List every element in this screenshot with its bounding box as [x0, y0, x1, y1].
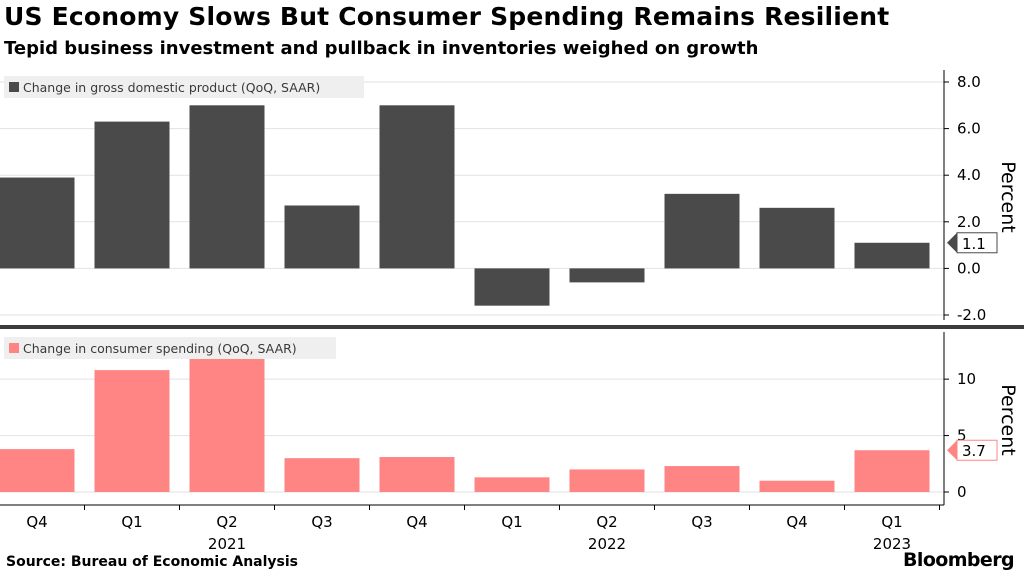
- x-quarter-label: Q3: [311, 513, 332, 531]
- spending-bar: [759, 480, 835, 492]
- source-note: Source: Bureau of Economic Analysis: [6, 554, 299, 570]
- x-axis: Q4 Q1 Q2 Q3 Q4 Q1 Q2 Q3 Q4 Q1 2021 2022 2023: [0, 504, 944, 553]
- gdp-bar: [569, 268, 645, 283]
- x-axis-quarter-labels: Q4 Q1 Q2 Q3 Q4 Q1 Q2 Q3 Q4 Q1: [26, 513, 902, 531]
- gdp-y-axis-label: Percent: [997, 161, 1019, 233]
- gdp-bar: [94, 121, 170, 269]
- spending-y-axis-label: Percent: [997, 384, 1019, 456]
- x-quarter-label: Q2: [216, 513, 237, 531]
- gdp-y-tick-label: 0.0: [957, 259, 981, 277]
- chart-subtitle: Tepid business investment and pullback i…: [4, 38, 759, 59]
- gdp-last-value-callout: 1.1: [947, 232, 998, 254]
- gdp-panel: Change in gross domestic product (QoQ, S…: [0, 70, 1019, 324]
- gdp-y-tick-label: 2.0: [957, 213, 981, 231]
- gdp-y-tick-label: 8.0: [957, 73, 981, 91]
- spending-y-tick-label: 5: [957, 427, 967, 445]
- chart-title: US Economy Slows But Consumer Spending R…: [4, 2, 890, 31]
- gdp-y-ticks: 8.0 6.0 4.0 2.0 0.0 -2.0: [944, 73, 986, 324]
- x-year-label: 2022: [588, 535, 626, 553]
- x-quarter-label: Q1: [121, 513, 142, 531]
- spending-bar: [94, 370, 170, 492]
- gdp-last-value-marker: [947, 232, 957, 253]
- spending-y-ticks: 10 5 0: [944, 370, 976, 501]
- spending-bar: [189, 355, 265, 492]
- x-axis-year-labels: 2021 2022 2023: [208, 535, 911, 553]
- spending-bar: [379, 457, 455, 492]
- gdp-bar: [664, 193, 740, 269]
- x-year-label: 2023: [873, 535, 911, 553]
- x-axis-ticks: [84, 505, 940, 510]
- spending-last-value-callout: 3.7: [947, 439, 998, 461]
- gdp-bar: [854, 242, 930, 269]
- x-quarter-label: Q4: [26, 513, 47, 531]
- x-quarter-label: Q2: [596, 513, 617, 531]
- spending-y-tick-label: 10: [957, 370, 976, 388]
- spending-bar: [854, 450, 930, 492]
- spending-legend-label: Change in consumer spending (QoQ, SAAR): [23, 341, 297, 356]
- spending-y-tick-label: 0: [957, 483, 967, 501]
- spending-legend-box: [4, 337, 336, 359]
- x-year-label: 2021: [208, 535, 246, 553]
- gdp-y-tick-label: 6.0: [957, 120, 981, 138]
- gdp-last-value-box: [956, 232, 998, 254]
- spending-bars: [0, 355, 930, 492]
- x-quarter-label: Q1: [881, 513, 902, 531]
- gdp-bars: [0, 105, 930, 306]
- spending-bar: [0, 449, 75, 492]
- spending-bar: [284, 458, 360, 492]
- spending-bar: [664, 466, 740, 492]
- spending-legend: Change in consumer spending (QoQ, SAAR): [4, 337, 336, 359]
- spending-bar: [569, 469, 645, 492]
- gdp-legend: Change in gross domestic product (QoQ, S…: [4, 76, 364, 98]
- bloomberg-logo: Bloomberg: [903, 549, 1015, 571]
- gdp-bar: [0, 177, 75, 269]
- spending-panel: Change in consumer spending (QoQ, SAAR) …: [0, 332, 1019, 505]
- spending-last-value-box: [956, 439, 998, 461]
- gdp-bar: [474, 268, 550, 306]
- gdp-bar: [189, 105, 265, 269]
- x-quarter-label: Q3: [691, 513, 712, 531]
- gdp-bar: [379, 105, 455, 269]
- spending-last-value-label: 3.7: [962, 442, 986, 460]
- x-quarter-label: Q4: [406, 513, 427, 531]
- gdp-last-value-label: 1.1: [962, 235, 986, 253]
- spending-legend-swatch: [9, 343, 19, 353]
- spending-bar: [474, 477, 550, 492]
- gdp-bar: [284, 205, 360, 269]
- gdp-y-tick-label: -2.0: [957, 306, 986, 324]
- gdp-y-tick-label: 4.0: [957, 166, 981, 184]
- x-quarter-label: Q1: [501, 513, 522, 531]
- gdp-legend-box: [4, 76, 364, 98]
- gdp-legend-label: Change in gross domestic product (QoQ, S…: [23, 80, 320, 95]
- x-quarter-label: Q4: [786, 513, 807, 531]
- spending-last-value-marker: [947, 440, 957, 461]
- gdp-legend-swatch: [9, 82, 19, 92]
- gdp-bar: [759, 207, 835, 269]
